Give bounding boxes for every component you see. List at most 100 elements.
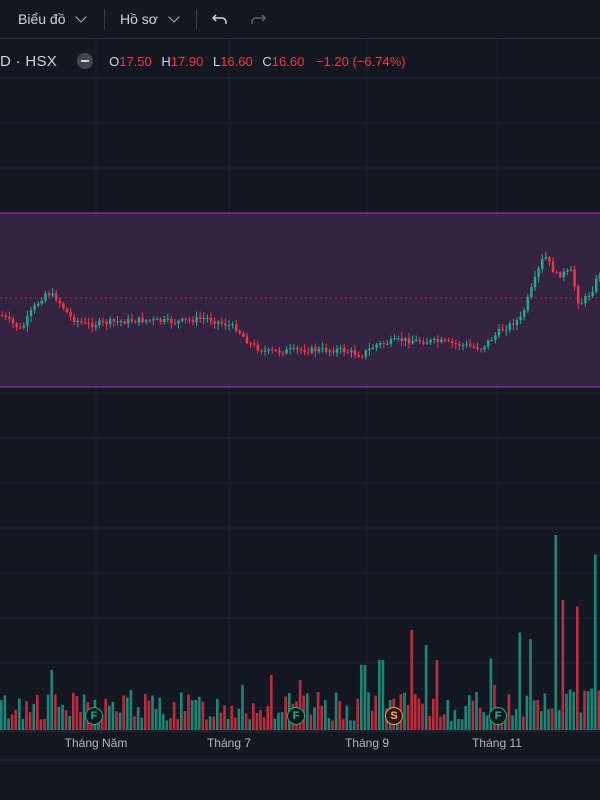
candle-body	[199, 317, 202, 319]
candle-body	[76, 321, 79, 323]
volume-bar	[32, 703, 35, 730]
candle-body	[325, 347, 328, 352]
candle-body	[112, 319, 115, 322]
candle-body	[123, 321, 126, 324]
low-value: 16.60	[220, 53, 253, 69]
candle-body	[127, 318, 130, 324]
volume-bar	[219, 712, 223, 730]
candle-body	[116, 321, 119, 323]
candle-body	[8, 316, 11, 319]
candle-body	[526, 297, 529, 311]
candle-body	[91, 323, 94, 328]
volume-bar	[543, 693, 547, 730]
toolbar-divider	[196, 9, 197, 29]
volume-bar	[320, 705, 323, 730]
volume-bar	[514, 709, 518, 730]
candle-body	[425, 342, 429, 344]
volume-bar	[46, 694, 50, 730]
volume-bar	[586, 691, 590, 730]
volume-bar	[194, 700, 197, 730]
candle-body	[476, 346, 479, 350]
candle-body	[159, 318, 162, 322]
volume-bar	[230, 705, 233, 730]
candle-body	[37, 303, 40, 306]
volume-bar	[345, 705, 349, 730]
candle-body	[443, 339, 447, 341]
candle-body	[350, 350, 353, 353]
candle-body	[537, 268, 540, 277]
volume-bar	[442, 714, 446, 730]
collapse-legend-button[interactable]	[77, 53, 94, 69]
event-marker[interactable]: S	[385, 707, 403, 725]
candle-body	[137, 317, 141, 323]
candle-body	[375, 344, 378, 348]
volume-bar	[136, 707, 140, 730]
candle-body	[191, 319, 195, 323]
volume-bar	[486, 715, 489, 730]
candle-body	[332, 350, 335, 353]
candle-body	[289, 348, 292, 350]
volume-bar	[277, 712, 280, 730]
volume-bar	[100, 714, 104, 730]
candle-body	[119, 321, 123, 323]
volume-bar	[54, 694, 57, 730]
volume-bar	[450, 721, 453, 730]
event-marker[interactable]: F	[287, 707, 305, 725]
candle-body	[235, 324, 238, 331]
volume-bar	[439, 716, 442, 730]
candle-body	[364, 350, 367, 357]
candle-body	[440, 339, 443, 343]
volume-bar	[237, 708, 241, 730]
candle-body	[87, 322, 90, 324]
candle-body	[397, 338, 400, 340]
x-axis-label: Tháng Năm	[64, 736, 128, 750]
volume-bar	[39, 719, 43, 730]
candle-body	[4, 315, 7, 317]
candle-body	[523, 310, 526, 317]
candle-body	[22, 325, 25, 328]
candle-body	[285, 349, 288, 354]
candle-body	[130, 318, 133, 322]
open-label: O	[109, 53, 120, 69]
event-marker[interactable]: F	[489, 707, 507, 725]
candle-body	[328, 350, 331, 352]
candle-body	[465, 344, 468, 346]
chart-menu-button[interactable]: Biểu đồ	[18, 0, 88, 38]
redo-icon	[251, 14, 267, 24]
x-axis-label: Tháng 7	[206, 736, 252, 750]
candle-body	[94, 325, 97, 328]
event-marker[interactable]: F	[85, 707, 103, 725]
candle-body	[101, 320, 105, 322]
volume-bar	[82, 694, 86, 730]
candle-body	[271, 349, 274, 351]
candle-body	[519, 316, 522, 321]
volume-bar	[453, 709, 457, 730]
profile-menu-button[interactable]: Hồ sơ	[120, 0, 180, 38]
candle-body	[145, 320, 148, 323]
candle-body	[346, 352, 349, 354]
volume-bar	[36, 695, 39, 730]
candle-body	[479, 349, 483, 351]
volume-bar	[21, 718, 25, 730]
volume-bar	[115, 711, 118, 730]
redo-button[interactable]	[248, 0, 268, 38]
candle-body	[494, 335, 497, 340]
candle-body	[317, 348, 321, 352]
candle-body	[580, 303, 583, 305]
volume-bar	[133, 716, 136, 730]
undo-button[interactable]	[210, 0, 230, 38]
highlight-zone	[0, 212, 600, 388]
volume-bar	[14, 709, 17, 730]
candle-body	[177, 320, 180, 324]
candle-body	[267, 349, 270, 351]
candle-body	[307, 352, 310, 354]
volume-bar	[547, 709, 550, 730]
volume-bar	[241, 685, 244, 730]
volume-bar	[522, 716, 525, 730]
volume-bar	[597, 690, 600, 730]
candle-body	[418, 339, 421, 342]
candle-body	[595, 279, 598, 292]
volume-bar	[165, 720, 169, 730]
candle-body	[105, 321, 108, 324]
